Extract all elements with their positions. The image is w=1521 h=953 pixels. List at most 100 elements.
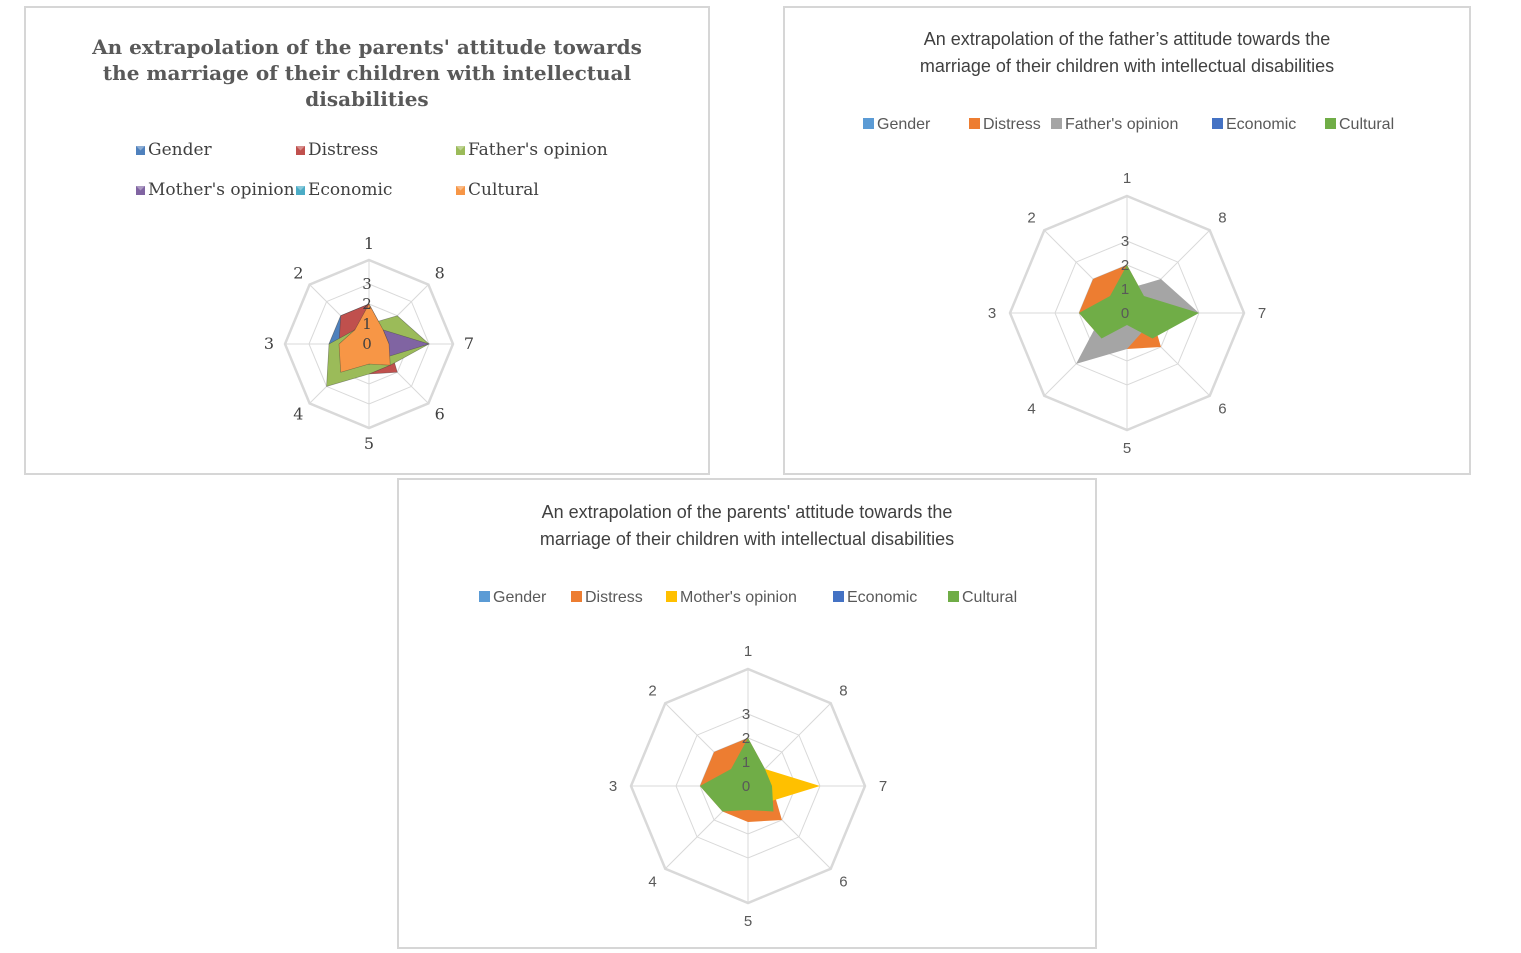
category-label: 7 xyxy=(879,778,887,795)
legend-item-father-s-opinion: Father's opinion xyxy=(1051,116,1178,133)
series-group xyxy=(700,738,820,822)
radar-chart: An extrapolation of the father’s attitud… xyxy=(863,29,1394,457)
legend-swatch xyxy=(479,591,490,602)
legend-swatch xyxy=(296,146,305,155)
legend-label: Economic xyxy=(308,180,392,200)
radar-chart: An extrapolation of the parents' attitud… xyxy=(91,35,642,453)
legend-item-gender: Gender xyxy=(136,140,213,160)
chart-title: An extrapolation of the parents' attitud… xyxy=(540,502,954,549)
legend-swatch xyxy=(571,591,582,602)
category-label: 5 xyxy=(744,913,752,930)
series-group xyxy=(326,303,431,387)
chart-title: An extrapolation of the father’s attitud… xyxy=(920,29,1334,76)
category-label: 1 xyxy=(364,234,374,253)
tick-label: 0 xyxy=(362,335,372,353)
legend-item-distress: Distress xyxy=(296,140,378,160)
tick-labels: 0 1 2 3 xyxy=(742,706,750,795)
legend-label: Cultural xyxy=(1339,116,1394,133)
category-labels: 1 8 7 6 5 4 3 2 xyxy=(609,643,887,930)
legend-item-father-s-opinion: Father's opinion xyxy=(456,140,608,160)
legend-item-cultural: Cultural xyxy=(456,180,539,200)
legend-label: Distress xyxy=(308,140,378,160)
legend-label: Mother's opinion xyxy=(148,180,295,200)
category-label: 7 xyxy=(1258,305,1266,322)
legend-swatch xyxy=(666,591,677,602)
tick-labels: 0 1 2 3 xyxy=(362,275,372,353)
category-labels: 1 8 7 6 5 4 3 2 xyxy=(264,234,474,453)
tick-label: 2 xyxy=(362,295,372,313)
series-cultural xyxy=(700,738,774,812)
tick-label: 1 xyxy=(1121,281,1129,298)
category-label: 6 xyxy=(435,405,445,424)
chart-title: An extrapolation of the parents' attitud… xyxy=(91,35,642,111)
legend-label: Cultural xyxy=(962,589,1017,606)
category-label: 2 xyxy=(1027,210,1035,227)
legend-item-mother-s-opinion: Mother's opinion xyxy=(136,180,295,200)
legend-swatch xyxy=(1325,118,1336,129)
legend-label: Economic xyxy=(847,589,917,606)
category-label: 6 xyxy=(1218,400,1226,417)
category-label: 3 xyxy=(264,334,274,353)
legend-item-distress: Distress xyxy=(969,116,1041,133)
legend-item-cultural: Cultural xyxy=(948,589,1017,606)
legend-swatch xyxy=(136,186,145,195)
legend-label: Gender xyxy=(493,589,547,606)
legend-item-economic: Economic xyxy=(1212,116,1296,133)
tick-label: 3 xyxy=(362,275,372,293)
legend-swatch xyxy=(969,118,980,129)
category-label: 8 xyxy=(1218,210,1226,227)
tick-label: 0 xyxy=(742,778,750,795)
radar-chart: An extrapolation of the parents' attitud… xyxy=(479,502,1017,930)
legend: Gender Distress Father's opinion Mother's o… xyxy=(136,140,608,200)
category-label: 7 xyxy=(464,334,474,353)
legend-item-economic: Economic xyxy=(833,589,917,606)
legend-label: Father's opinion xyxy=(1065,116,1178,133)
legend-label: Distress xyxy=(983,116,1041,133)
legend-swatch xyxy=(863,118,874,129)
legend: Gender Distress Father's opinion Economic Cu… xyxy=(863,116,1394,133)
legend-swatch xyxy=(1051,118,1062,129)
legend-item-cultural: Cultural xyxy=(1325,116,1394,133)
legend-item-gender: Gender xyxy=(863,116,931,133)
series-group xyxy=(1076,265,1199,364)
category-label: 1 xyxy=(1123,170,1131,187)
chart-panel-1: An extrapolation of the parents' attitud… xyxy=(24,6,710,475)
category-label: 4 xyxy=(1027,400,1035,417)
legend-item-gender: Gender xyxy=(479,589,547,606)
legend: Gender Distress Mother's opinion Economic Cu… xyxy=(479,589,1017,606)
tick-label: 2 xyxy=(742,730,750,747)
category-label: 4 xyxy=(293,405,303,424)
legend-label: Distress xyxy=(585,589,643,606)
category-label: 8 xyxy=(435,263,445,282)
tick-labels: 0 1 2 3 xyxy=(1121,233,1129,322)
legend-swatch xyxy=(456,186,465,195)
legend-label: Economic xyxy=(1226,116,1296,133)
legend-swatch xyxy=(948,591,959,602)
category-label: 6 xyxy=(839,873,847,890)
legend-swatch xyxy=(833,591,844,602)
tick-label: 2 xyxy=(1121,257,1129,274)
legend-label: Father's opinion xyxy=(468,140,608,160)
category-label: 4 xyxy=(648,873,656,890)
legend-label: Cultural xyxy=(468,180,539,200)
legend-label: Mother's opinion xyxy=(680,589,797,606)
category-label: 8 xyxy=(839,683,847,700)
category-label: 2 xyxy=(648,683,656,700)
category-label: 3 xyxy=(988,305,996,322)
category-label: 5 xyxy=(364,434,374,453)
category-label: 1 xyxy=(744,643,752,660)
chart-panel-3: An extrapolation of the parents' attitud… xyxy=(397,478,1097,949)
tick-label: 3 xyxy=(742,706,750,723)
tick-label: 1 xyxy=(362,315,372,333)
legend-swatch xyxy=(296,186,305,195)
category-labels: 1 8 7 6 5 4 3 2 xyxy=(988,170,1266,457)
legend-swatch xyxy=(136,146,145,155)
legend-item-distress: Distress xyxy=(571,589,643,606)
tick-label: 3 xyxy=(1121,233,1129,250)
legend-label: Gender xyxy=(877,116,931,133)
category-label: 5 xyxy=(1123,440,1131,457)
chart-panel-2: An extrapolation of the father’s attitud… xyxy=(783,6,1471,475)
series-cultural xyxy=(338,303,391,373)
category-label: 3 xyxy=(609,778,617,795)
series-cultural xyxy=(1079,265,1199,339)
